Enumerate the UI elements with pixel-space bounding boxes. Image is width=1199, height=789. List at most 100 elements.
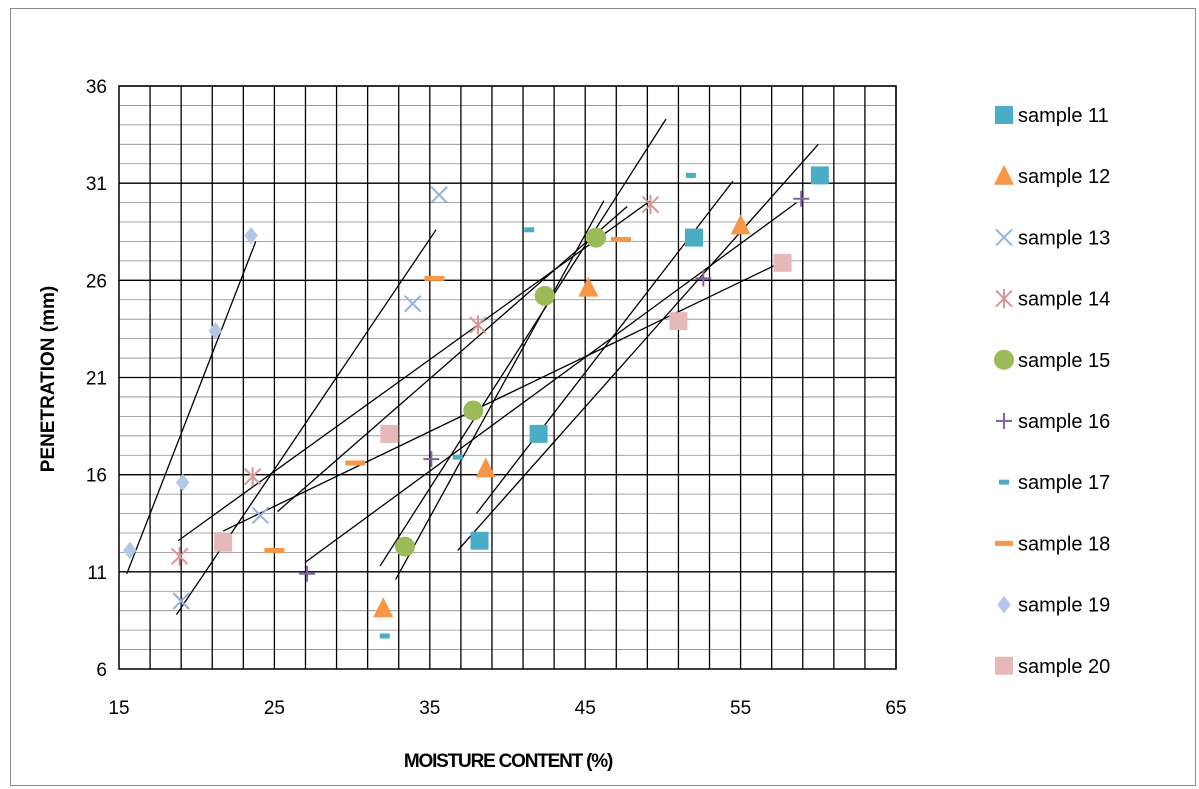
data-point — [452, 454, 463, 460]
y-axis-title: PENETRATION (mm) — [38, 286, 59, 472]
trendline — [177, 200, 651, 542]
data-point — [243, 467, 262, 487]
trendline — [126, 241, 257, 575]
trendline — [175, 229, 437, 615]
legend-marker — [995, 106, 1013, 124]
legend-item: sample 11 — [995, 105, 1109, 127]
trendline — [277, 205, 628, 513]
legend-marker — [995, 228, 1013, 247]
data-point — [669, 312, 688, 331]
legend-marker — [994, 349, 1014, 370]
data-point — [685, 172, 696, 178]
legend-label: sample 17 — [1018, 472, 1110, 494]
y-tick-label: 31 — [86, 174, 107, 195]
x-tick-label: 45 — [575, 698, 596, 719]
data-point — [641, 194, 660, 215]
data-point — [463, 400, 484, 421]
legend-item: sample 17 — [999, 472, 1110, 494]
data-point — [251, 506, 270, 525]
legend-label: sample 20 — [1018, 656, 1110, 678]
legend-item: sample 19 — [997, 595, 1110, 617]
data-point — [534, 285, 555, 306]
data-point — [244, 226, 258, 245]
legend-marker — [994, 164, 1014, 185]
y-tick-label: 11 — [87, 563, 107, 584]
y-tick-label: 6 — [96, 660, 107, 681]
data-point — [470, 531, 489, 550]
legend-marker — [995, 289, 1013, 309]
x-axis-tick-labels: 15 25 35 45 55 65 — [108, 698, 906, 719]
x-tick-label: 65 — [885, 698, 906, 719]
legend-label: sample 13 — [1018, 227, 1110, 249]
legend-label: sample 12 — [1018, 166, 1110, 188]
data-point — [379, 633, 390, 639]
data-point — [475, 457, 496, 478]
data-point — [430, 186, 448, 204]
plot-area-border — [118, 85, 897, 670]
data-point — [610, 237, 631, 243]
legend-marker — [997, 595, 1011, 614]
data-point — [586, 227, 607, 248]
y-tick-label: 21 — [86, 369, 107, 390]
major-gridlines — [119, 85, 897, 669]
data-point — [214, 533, 233, 552]
y-tick-label: 36 — [86, 77, 107, 98]
legend-marker — [999, 479, 1009, 485]
data-point — [684, 228, 703, 247]
legend-label: sample 16 — [1018, 411, 1110, 433]
legend-item: sample 14 — [995, 289, 1110, 311]
legend-label: sample 15 — [1018, 350, 1110, 372]
data-point — [380, 424, 399, 443]
data-point — [578, 276, 599, 297]
scatter-chart: 15 25 35 45 55 65 6 11 16 21 26 31 36 MOISTURE CONT… — [38, 77, 1110, 772]
legend-item: sample 20 — [995, 656, 1110, 678]
trendline — [222, 260, 785, 532]
trendline — [457, 143, 819, 551]
legend-marker — [995, 540, 1013, 546]
data-point — [773, 253, 792, 272]
legend-label: sample 18 — [1018, 533, 1110, 555]
data-point — [299, 565, 316, 582]
trendlines — [126, 118, 819, 615]
x-axis-title: MOISTURE CONTENT (%) — [404, 751, 613, 772]
data-point — [170, 546, 189, 566]
legend-item: sample 18 — [995, 533, 1110, 555]
data-point — [264, 547, 285, 553]
data-point — [730, 214, 751, 235]
legend-item: sample 12 — [994, 164, 1110, 188]
trendline — [379, 118, 667, 567]
x-tick-label: 55 — [730, 698, 751, 719]
legend-label: sample 19 — [1018, 595, 1110, 617]
legend-marker — [996, 413, 1012, 429]
data-point — [695, 270, 712, 287]
legend: sample 11 sample 12 sample 13 sample 14 samp… — [994, 105, 1110, 678]
data-point — [172, 592, 190, 610]
data-point — [469, 315, 487, 335]
data-point — [345, 460, 366, 466]
data-point — [394, 536, 415, 557]
x-tick-label: 25 — [264, 698, 285, 719]
data-points — [123, 166, 829, 639]
data-point — [403, 294, 422, 313]
chart-frame: 15 25 35 45 55 65 6 11 16 21 26 31 36 MOISTURE CONT… — [10, 8, 1196, 786]
legend-label: sample 14 — [1018, 289, 1110, 311]
data-point — [793, 190, 810, 207]
trendline — [305, 202, 797, 563]
data-point — [529, 424, 548, 443]
data-point — [208, 322, 223, 340]
data-point — [423, 451, 440, 468]
data-point — [373, 597, 394, 618]
legend-item: sample 16 — [996, 411, 1110, 433]
legend-item: sample 15 — [994, 349, 1110, 372]
data-point — [524, 227, 535, 233]
data-point — [175, 473, 190, 492]
data-point — [424, 275, 445, 281]
legend-label: sample 11 — [1018, 105, 1109, 127]
y-tick-label: 26 — [86, 271, 107, 292]
data-point — [123, 541, 137, 560]
x-tick-label: 15 — [108, 698, 129, 719]
data-point — [810, 166, 829, 185]
legend-marker — [995, 656, 1013, 675]
plot-border — [118, 85, 897, 670]
trendline — [395, 200, 605, 580]
